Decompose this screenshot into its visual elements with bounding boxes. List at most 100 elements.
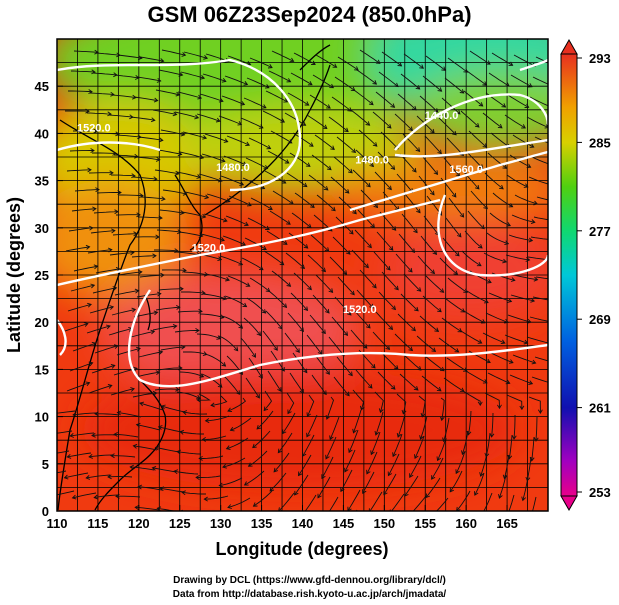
streamline (272, 190, 294, 205)
streamline-arrowhead (340, 487, 345, 493)
streamline (529, 316, 548, 322)
streamline-arrowhead (368, 508, 373, 511)
streamline (447, 277, 468, 293)
streamline-arrowhead (325, 415, 331, 420)
streamline (530, 236, 548, 240)
streamline-arrowhead (502, 474, 508, 480)
streamline-arrowhead (391, 305, 397, 311)
streamline (312, 294, 330, 314)
streamline-arrowhead (367, 243, 372, 249)
streamline-arrowhead (390, 165, 396, 170)
streamline (416, 115, 435, 134)
streamline-arrowhead (88, 454, 93, 459)
streamline (334, 296, 352, 316)
streamline (485, 312, 509, 323)
streamline (443, 417, 450, 442)
streamline-arrowhead (508, 61, 514, 66)
streamline-arrowhead (348, 168, 353, 174)
x-tick-label: 125 (169, 516, 191, 531)
streamline-arrowhead (182, 190, 188, 196)
x-tick-label: 130 (210, 516, 232, 531)
streamline (135, 156, 160, 161)
streamline-arrowhead (159, 58, 165, 64)
streamline (461, 250, 482, 267)
streamline (110, 388, 135, 396)
streamline-arrowhead (217, 256, 223, 262)
streamline-arrowhead (279, 260, 285, 266)
streamline (139, 274, 164, 278)
streamline-arrowhead (533, 200, 539, 206)
streamline-arrowhead (309, 142, 314, 147)
streamline (465, 150, 484, 169)
streamline-arrowhead (474, 184, 480, 190)
streamline (332, 236, 351, 255)
streamline (200, 233, 225, 241)
streamline-arrowhead (180, 344, 186, 350)
y-tick-label: 35 (35, 174, 49, 189)
streamline (352, 169, 371, 188)
streamline (70, 432, 95, 437)
streamline-arrowhead (153, 310, 159, 316)
streamline (306, 414, 318, 437)
streamline (70, 70, 96, 73)
streamline-arrowhead (110, 91, 115, 97)
streamline-arrowhead (131, 307, 137, 313)
colorbar-tick-label: 261 (589, 401, 611, 416)
streamline-arrowhead (383, 490, 388, 496)
x-tick-label: 110 (47, 516, 68, 531)
streamline-arrowhead (385, 345, 391, 351)
streamline (160, 487, 185, 493)
streamline (197, 393, 211, 401)
streamline-arrowhead (156, 77, 162, 83)
streamline-arrowhead (302, 368, 308, 374)
streamline-arrowhead (507, 454, 513, 460)
streamline (241, 257, 264, 271)
streamline-arrowhead (72, 412, 77, 417)
streamline (221, 95, 245, 106)
streamline-arrowhead (453, 270, 459, 275)
streamline-arrowhead (416, 287, 422, 292)
streamline-arrowhead (139, 401, 145, 407)
streamline (117, 54, 142, 59)
streamline (482, 332, 505, 344)
streamline (464, 230, 483, 249)
streamline (199, 455, 224, 459)
credit-data: Data from http://database.rish.kyoto-u.a… (172, 589, 447, 600)
streamline (353, 89, 374, 106)
streamline (91, 434, 117, 436)
streamline-arrowhead (303, 244, 309, 249)
streamline (328, 336, 345, 356)
streamline (360, 189, 378, 208)
colorbar-bottom-arrow (560, 495, 578, 512)
streamline (488, 72, 510, 87)
streamline (226, 437, 249, 450)
streamline-arrowhead (504, 318, 509, 324)
streamline (264, 170, 286, 184)
streamline-arrowhead (388, 325, 394, 331)
streamline (271, 50, 294, 62)
streamline (201, 153, 225, 162)
streamline (425, 55, 446, 71)
streamline-arrowhead (529, 516, 533, 520)
streamline (488, 292, 512, 302)
streamline (275, 513, 291, 531)
streamline (531, 156, 548, 165)
streamline-arrowhead (286, 220, 291, 225)
streamline (372, 111, 392, 129)
streamline (355, 369, 373, 389)
streamline-arrowhead (372, 80, 378, 85)
streamline (424, 135, 442, 154)
streamline-arrowhead (454, 348, 460, 353)
streamline-arrowhead (441, 66, 446, 71)
streamline (246, 297, 266, 314)
streamline (138, 136, 163, 141)
streamline (227, 497, 251, 508)
streamline-arrowhead (287, 409, 292, 415)
streamline (226, 135, 250, 146)
streamline-arrowhead (115, 131, 120, 137)
streamline (463, 310, 486, 324)
streamline (132, 176, 157, 180)
streamline (90, 230, 115, 234)
streamline (269, 472, 287, 492)
streamline (298, 454, 312, 476)
